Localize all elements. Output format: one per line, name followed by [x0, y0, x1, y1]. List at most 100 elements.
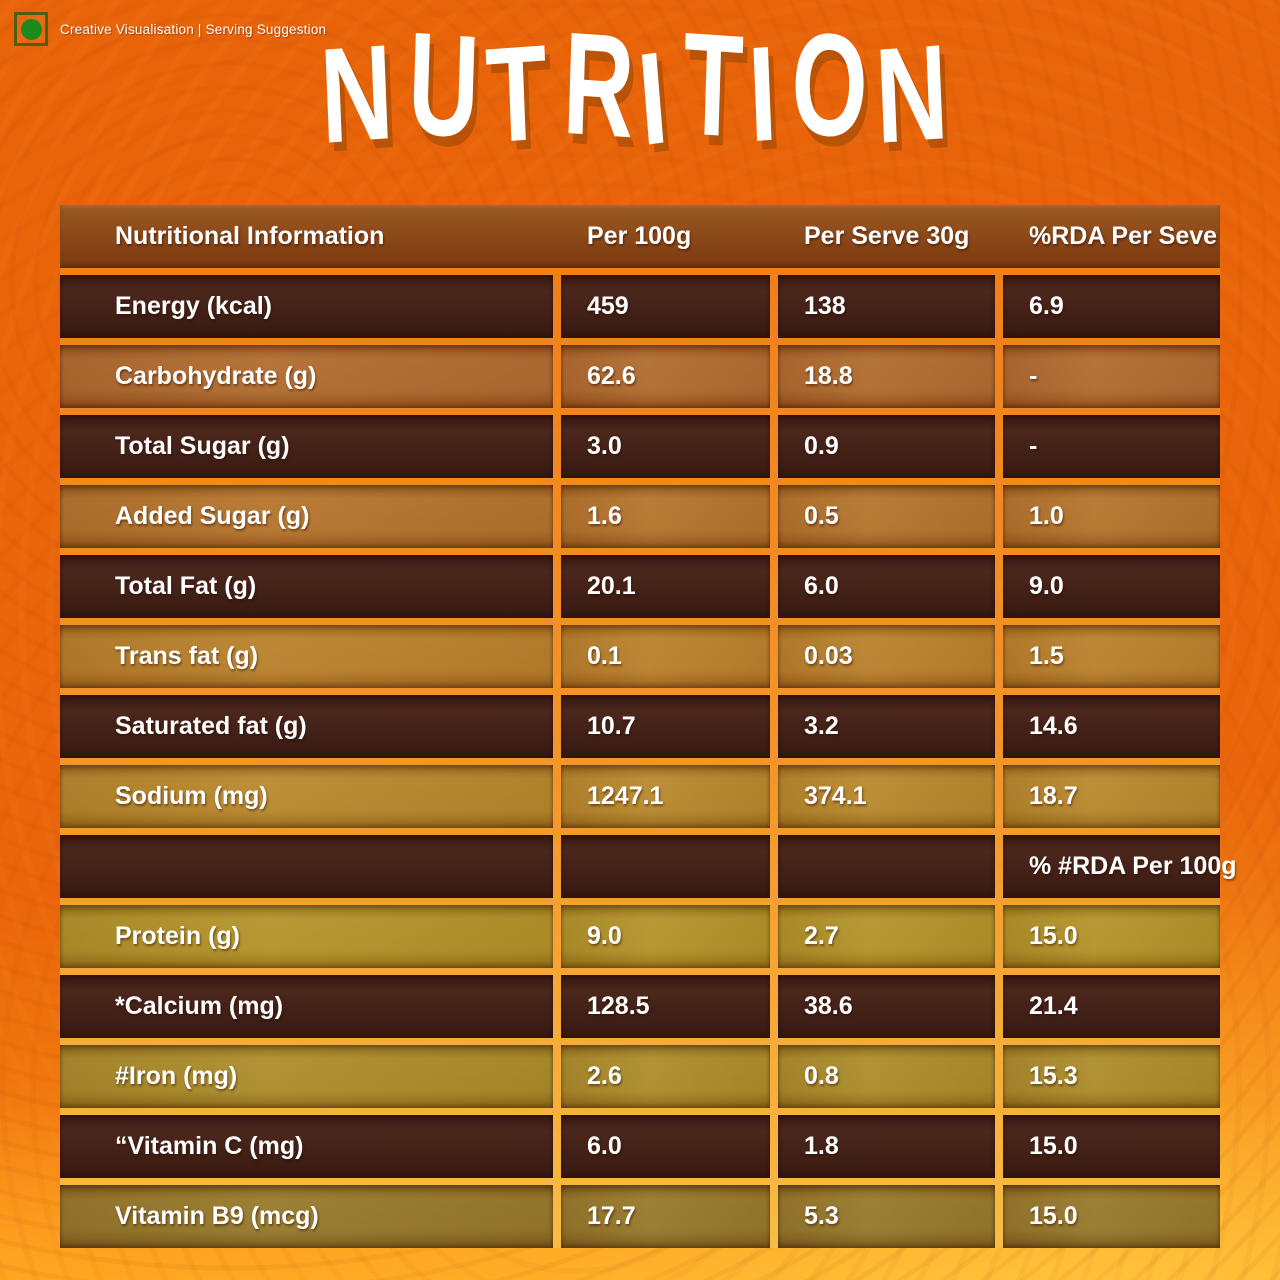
disclaimer-text: Creative Visualisation | Serving Suggest… — [60, 21, 327, 37]
title-letter: R — [560, 2, 644, 171]
row-label-cell: Saturated fat (g) — [60, 695, 553, 758]
rda-value: 9.0 — [1029, 572, 1064, 600]
column-header-nutritional-information: Nutritional Information — [115, 222, 385, 250]
per-serve-cell — [778, 835, 995, 898]
per-serve-cell: 18.8 — [778, 345, 995, 408]
per-100g-value: 3.0 — [587, 432, 622, 460]
table-header-row: Nutritional Information Per 100g Per Ser… — [60, 205, 1220, 268]
per-serve-value: 5.3 — [804, 1202, 839, 1230]
per-100g-value: 17.7 — [587, 1202, 636, 1230]
row-label-text: Protein (g) — [115, 922, 240, 950]
rda-value: 6.9 — [1029, 292, 1064, 320]
rda-cell: 18.7 — [1003, 765, 1220, 828]
per-serve-cell: 0.8 — [778, 1045, 995, 1108]
rda-cell: 15.0 — [1003, 905, 1220, 968]
per-serve-cell: 1.8 — [778, 1115, 995, 1178]
title-letter: I — [745, 18, 788, 172]
rda-cell: 15.3 — [1003, 1045, 1220, 1108]
row-label-cell — [60, 835, 553, 898]
per-serve-cell: 2.7 — [778, 905, 995, 968]
per-serve-cell: 6.0 — [778, 555, 995, 618]
per-serve-value: 3.2 — [804, 712, 839, 740]
per-100g-value: 128.5 — [587, 992, 650, 1020]
per-serve-value: 2.7 — [804, 922, 839, 950]
page-title: NUTRITION — [0, 2, 1280, 174]
row-label-text: #Iron (mg) — [115, 1062, 238, 1090]
row-label-cell: Trans fat (g) — [60, 625, 553, 688]
per-100g-value: 0.1 — [587, 642, 622, 670]
rda-value: 15.0 — [1029, 1132, 1078, 1160]
title-letter: U — [405, 2, 489, 171]
per-serve-value: 374.1 — [804, 782, 867, 810]
row-label-cell: Energy (kcal) — [60, 275, 553, 338]
rda-cell: 1.0 — [1003, 485, 1220, 548]
rda-cell: 21.4 — [1003, 975, 1220, 1038]
rda-cell: 6.9 — [1003, 275, 1220, 338]
per-serve-value: 0.9 — [804, 432, 839, 460]
row-label-cell: Sodium (mg) — [60, 765, 553, 828]
rda-cell: 15.0 — [1003, 1115, 1220, 1178]
per-100g-cell: 3.0 — [561, 415, 770, 478]
rda-cell: - — [1003, 415, 1220, 478]
per-100g-value: 6.0 — [587, 1132, 622, 1160]
nutrition-table: Nutritional Information Per 100g Per Ser… — [60, 205, 1237, 1248]
row-label-cell: Total Sugar (g) — [60, 415, 553, 478]
rda-value: 15.0 — [1029, 922, 1078, 950]
per-100g-value: 1.6 — [587, 502, 622, 530]
per-serve-value: 18.8 — [804, 362, 853, 390]
title-letter: I — [632, 23, 680, 175]
per-100g-cell — [561, 835, 770, 898]
row-label-cell: Vitamin B9 (mcg) — [60, 1185, 553, 1248]
per-serve-cell: 0.9 — [778, 415, 995, 478]
title-letter: T — [483, 16, 559, 173]
per-100g-cell: 1247.1 — [561, 765, 770, 828]
per-serve-cell: 0.5 — [778, 485, 995, 548]
per-100g-value: 459 — [587, 292, 629, 320]
row-label-cell: Protein (g) — [60, 905, 553, 968]
per-serve-value: 0.03 — [804, 642, 853, 670]
title-letter: T — [680, 2, 753, 170]
per-100g-cell: 10.7 — [561, 695, 770, 758]
rda-value: 14.6 — [1029, 712, 1078, 740]
rda-cell: - — [1003, 345, 1220, 408]
row-label-cell: Carbohydrate (g) — [60, 345, 553, 408]
per-100g-cell: 62.6 — [561, 345, 770, 408]
row-label-text: *Calcium (mg) — [115, 992, 284, 1020]
rda-value: - — [1029, 362, 1038, 390]
rda-value: 15.0 — [1029, 1202, 1078, 1230]
title-letter: N — [872, 16, 959, 173]
per-100g-value: 1247.1 — [587, 782, 664, 810]
row-label-text: Total Sugar (g) — [115, 432, 290, 460]
per-100g-cell: 9.0 — [561, 905, 770, 968]
rda-value: 21.4 — [1029, 992, 1078, 1020]
rda-cell: 9.0 — [1003, 555, 1220, 618]
row-label-text: Sodium (mg) — [115, 782, 268, 810]
column-header-per-serve-30g: Per Serve 30g — [804, 222, 970, 250]
row-label-text: “Vitamin C (mg) — [115, 1132, 304, 1160]
per-serve-value: 38.6 — [804, 992, 853, 1020]
per-100g-cell: 128.5 — [561, 975, 770, 1038]
per-100g-cell: 0.1 — [561, 625, 770, 688]
rda-cell: 15.0 — [1003, 1185, 1220, 1248]
rda-cell: 1.5 — [1003, 625, 1220, 688]
column-header-per-100g: Per 100g — [587, 222, 692, 250]
row-label-text: Carbohydrate (g) — [115, 362, 317, 390]
per-serve-value: 0.8 — [804, 1062, 839, 1090]
row-label-text: Added Sugar (g) — [115, 502, 310, 530]
per-100g-value: 2.6 — [587, 1062, 622, 1090]
rda-value: % #RDA Per 100g — [1029, 852, 1237, 880]
rda-value: 18.7 — [1029, 782, 1078, 810]
per-100g-cell: 20.1 — [561, 555, 770, 618]
per-100g-cell: 459 — [561, 275, 770, 338]
per-100g-cell: 6.0 — [561, 1115, 770, 1178]
per-100g-value: 20.1 — [587, 572, 636, 600]
veg-mark-icon — [14, 12, 48, 46]
row-label-text: Vitamin B9 (mcg) — [115, 1202, 319, 1230]
per-100g-value: 10.7 — [587, 712, 636, 740]
per-100g-cell: 17.7 — [561, 1185, 770, 1248]
veg-dot-icon — [20, 18, 42, 40]
title-letter: O — [789, 2, 878, 171]
row-label-text: Energy (kcal) — [115, 292, 273, 320]
per-serve-cell: 38.6 — [778, 975, 995, 1038]
